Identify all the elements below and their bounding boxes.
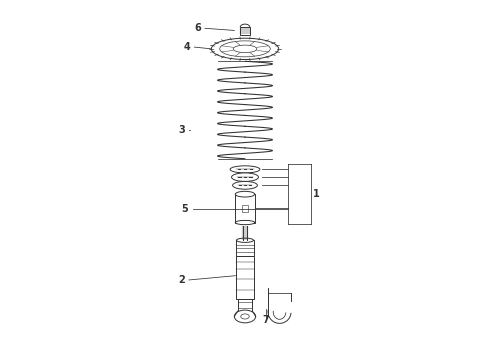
Ellipse shape (233, 181, 257, 189)
Text: 6: 6 (194, 23, 201, 33)
Ellipse shape (232, 173, 258, 181)
Ellipse shape (235, 192, 255, 197)
Text: 7: 7 (263, 315, 270, 325)
Ellipse shape (234, 310, 256, 323)
Bar (236, 256, 254, 299)
Text: 3: 3 (178, 125, 185, 135)
Bar (235, 194, 255, 222)
Text: 1: 1 (314, 189, 320, 199)
Bar (237, 240, 253, 256)
Ellipse shape (211, 38, 279, 59)
Bar (238, 299, 252, 311)
Ellipse shape (230, 166, 260, 173)
Bar (242, 205, 248, 212)
Text: 4: 4 (183, 42, 190, 52)
Bar (240, 27, 250, 35)
Ellipse shape (235, 220, 255, 225)
Ellipse shape (237, 238, 253, 242)
Text: 5: 5 (181, 204, 188, 214)
Text: 2: 2 (178, 275, 185, 285)
